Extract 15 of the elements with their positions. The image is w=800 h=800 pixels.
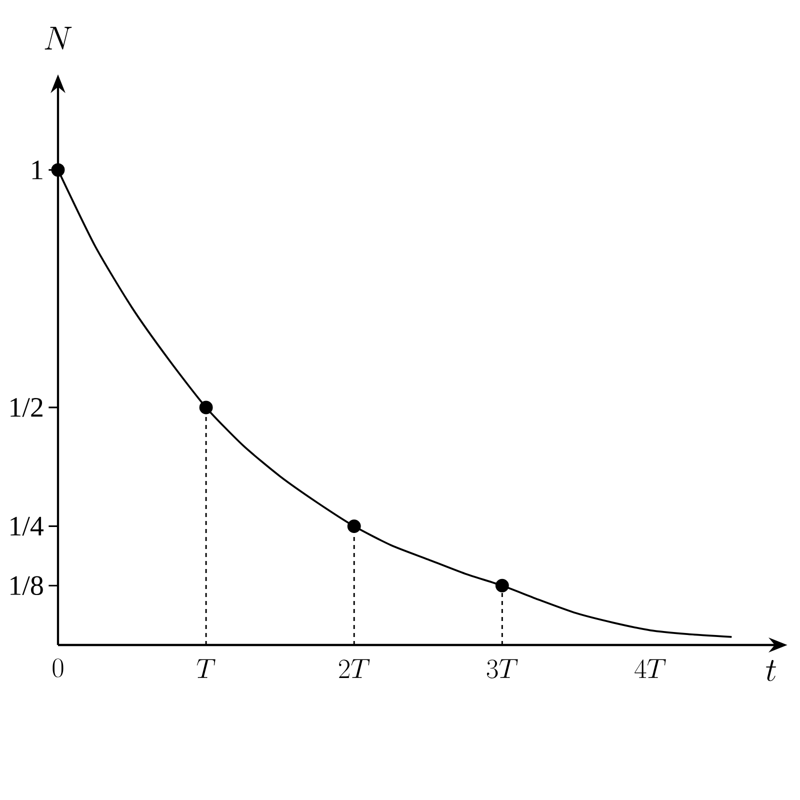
x-tick-label: $T$ <box>196 659 216 678</box>
y-tick-label: 1/4 <box>10 516 44 536</box>
y-tick-label: 1/8 <box>10 576 43 596</box>
x-tick-label: $3T$ <box>486 659 518 678</box>
y-axis-title: $N$ <box>44 26 72 50</box>
x-tick-label: $2T$ <box>339 659 370 678</box>
x-tick-label: $4T$ <box>634 659 666 678</box>
x-tick-label: $0$ <box>52 658 64 678</box>
point <box>199 400 213 414</box>
point <box>51 163 65 177</box>
point <box>347 520 361 533</box>
y-tick-label: 1 <box>32 160 42 180</box>
point <box>495 578 509 592</box>
y-tick-label: 1/2 <box>10 398 42 417</box>
x-axis-title: $t$ <box>766 660 776 682</box>
